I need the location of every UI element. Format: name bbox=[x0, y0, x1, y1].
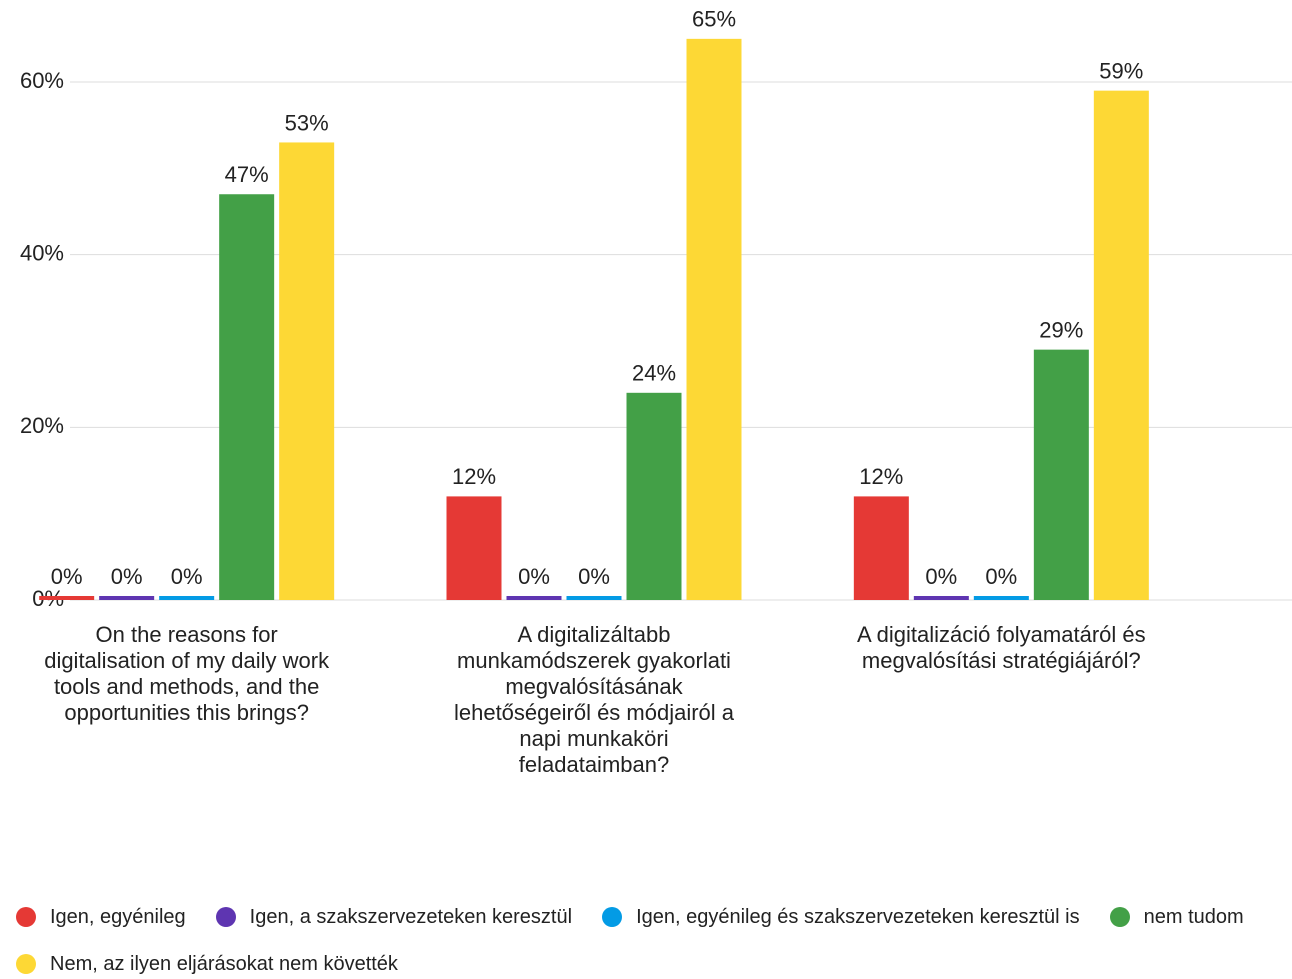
x-tick-label: A digitalizáció folyamatáról és megvalós… bbox=[857, 622, 1146, 673]
x-tick-label-box: On the reasons for digitalisation of my … bbox=[44, 622, 330, 725]
value-label: 0% bbox=[51, 564, 83, 589]
bar bbox=[159, 596, 215, 600]
bar bbox=[219, 194, 275, 600]
value-label: 12% bbox=[452, 464, 496, 489]
legend-item: Nem, az ilyen eljárásokat nem követték bbox=[16, 949, 398, 979]
bar bbox=[853, 496, 909, 600]
value-label: 47% bbox=[225, 162, 269, 187]
legend-label: Nem, az ilyen eljárásokat nem követték bbox=[50, 952, 398, 975]
legend-item: Igen, egyénileg és szakszervezeteken ker… bbox=[602, 902, 1080, 932]
legend-swatch bbox=[215, 907, 236, 927]
value-label: 59% bbox=[1099, 58, 1143, 83]
value-label: 0% bbox=[925, 564, 957, 589]
legend-item: Igen, a szakszervezeteken keresztül bbox=[215, 902, 573, 932]
value-label: 0% bbox=[111, 564, 143, 589]
y-tick-label: 20% bbox=[20, 413, 64, 438]
x-tick-label-box: A digitalizáltabb munkamódszerek gyakorl… bbox=[453, 622, 735, 777]
bar bbox=[1033, 349, 1089, 600]
value-label: 0% bbox=[578, 564, 610, 589]
y-tick-label: 60% bbox=[20, 68, 64, 93]
legend-label: nem tudom bbox=[1143, 905, 1244, 928]
x-tick-label-box: A digitalizáció folyamatáról és megvalós… bbox=[857, 622, 1146, 673]
legend-label: Igen, egyénileg bbox=[50, 905, 186, 928]
value-label: 29% bbox=[1039, 317, 1083, 342]
legend-item: nem tudom bbox=[1109, 902, 1244, 932]
legend-swatch bbox=[602, 907, 623, 927]
bar bbox=[566, 596, 622, 600]
bar bbox=[446, 496, 502, 600]
value-label: 53% bbox=[285, 110, 329, 135]
bar bbox=[626, 392, 682, 600]
bar bbox=[686, 38, 742, 600]
bar bbox=[39, 596, 95, 600]
legend-swatch bbox=[16, 954, 36, 974]
bar bbox=[973, 596, 1029, 600]
bar bbox=[506, 596, 562, 600]
legend-swatch bbox=[1109, 907, 1130, 927]
bar bbox=[913, 596, 969, 600]
value-label: 24% bbox=[632, 361, 676, 386]
bar bbox=[1093, 90, 1149, 600]
x-tick-label: A digitalizáltabb munkamódszerek gyakorl… bbox=[453, 622, 735, 777]
value-label: 0% bbox=[985, 564, 1017, 589]
x-tick-label: On the reasons for digitalisation of my … bbox=[44, 622, 330, 725]
value-label: 12% bbox=[859, 464, 903, 489]
legend-label: Igen, a szakszervezeteken keresztül bbox=[249, 905, 573, 928]
legend-item: Igen, egyénileg bbox=[16, 902, 186, 932]
value-label: 65% bbox=[692, 7, 736, 32]
y-tick-label: 40% bbox=[20, 240, 64, 265]
legend-label: Igen, egyénileg és szakszervezeteken ker… bbox=[636, 905, 1080, 928]
chart: 0% 20% 40% 60% 0% 0% 0% 47% 53% On the reasons fo… bbox=[20, 7, 1292, 777]
value-label: 0% bbox=[171, 564, 203, 589]
legend-swatch bbox=[16, 907, 36, 927]
bar bbox=[99, 596, 155, 600]
value-label: 0% bbox=[518, 564, 550, 589]
bar bbox=[279, 142, 335, 600]
legend: Igen, egyénileg Igen, a szakszervezeteken… bbox=[16, 902, 1292, 979]
